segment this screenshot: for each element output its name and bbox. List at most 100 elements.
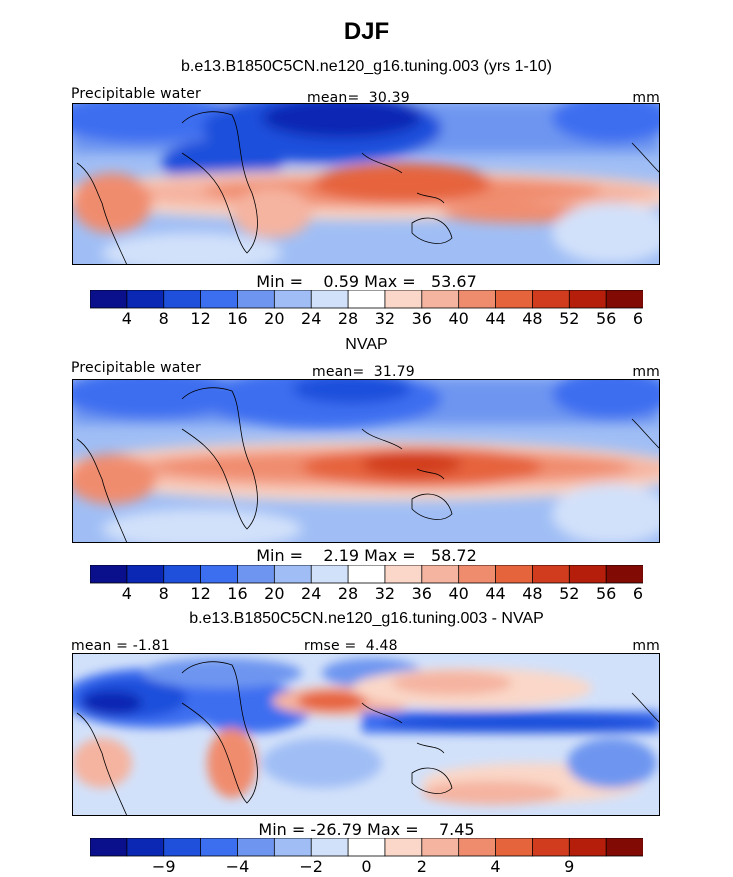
panel3-rmse-label: rmse = — [304, 638, 357, 654]
colorbar1-tick-label: 16 — [227, 309, 247, 328]
colorbar1-tick-label: 32 — [375, 309, 395, 328]
panel1-map — [72, 103, 660, 265]
colorbar1-tick-label: 20 — [264, 309, 284, 328]
panel1-mean-label: mean= — [307, 90, 360, 106]
colorbar3-swatch — [90, 838, 128, 857]
panel2-units: mm — [632, 364, 660, 380]
colorbar2-tick-label: 12 — [190, 584, 210, 603]
colorbar1-swatch — [458, 290, 497, 309]
colorbar3-swatch — [200, 838, 239, 857]
colorbar3-swatch — [421, 838, 460, 857]
colorbar1-swatch — [273, 290, 312, 309]
colorbar1-tick-label: 44 — [485, 309, 505, 328]
panel2-map — [72, 379, 660, 543]
panel1-coast-east — [631, 142, 660, 174]
panel2-colorbar: 4812162024283236404448525660 — [90, 565, 643, 603]
panel2-max-label: Max = — [364, 546, 416, 565]
panel3-mean-value: -1.81 — [132, 638, 170, 654]
colorbar2-swatch — [458, 565, 497, 584]
colorbar2-swatch — [237, 565, 276, 584]
colorbar3-swatch — [310, 838, 349, 857]
colorbar2-swatch — [126, 565, 165, 584]
colorbar1-tick-label: 8 — [159, 309, 169, 328]
colorbar2-swatch — [495, 565, 534, 584]
colorbar3-tick-label: −9 — [152, 857, 176, 876]
colorbar1-swatch — [605, 290, 643, 309]
panel3-minmax: Min = -26.79 Max = 7.45 — [0, 820, 733, 839]
panel1-max-value: 53.67 — [430, 272, 477, 291]
panel2-variable-label: Precipitable water — [71, 360, 202, 376]
panel3-coast-americas — [76, 712, 128, 816]
colorbar1-tick-label: 4 — [122, 309, 132, 328]
panel1-variable-label: Precipitable water — [71, 86, 202, 102]
colorbar3-tick-label: 9 — [564, 857, 574, 876]
colorbar2-swatch — [568, 565, 607, 584]
colorbar3-swatch — [458, 838, 497, 857]
colorbar1-swatch — [531, 290, 570, 309]
colorbar1-swatch — [421, 290, 460, 309]
panel2-coast-asia-australia — [361, 428, 453, 520]
colorbar2-swatch — [200, 565, 239, 584]
colorbar1-tick-label: 56 — [596, 309, 616, 328]
panel1-min-label: Min = — [256, 272, 304, 291]
colorbar2-swatch — [90, 565, 128, 584]
colorbar2-swatch — [163, 565, 202, 584]
colorbar1-swatch — [310, 290, 349, 309]
colorbar3-swatch — [126, 838, 165, 857]
colorbar2-tick-label: 16 — [227, 584, 247, 603]
panel3-max-label: Max = — [367, 820, 419, 839]
colorbar2-swatch — [384, 565, 423, 584]
colorbar3-tick-label: −2 — [299, 857, 323, 876]
colorbar2-tick-label: 20 — [264, 584, 284, 603]
panel2-max-value: 58.72 — [430, 546, 477, 565]
colorbar1-swatch — [237, 290, 276, 309]
colorbar2-tick-label: 40 — [448, 584, 468, 603]
colorbar1-swatch — [495, 290, 534, 309]
colorbar2-swatch — [347, 565, 386, 584]
colorbar2-tick-label: 8 — [159, 584, 169, 603]
colorbar2-tick-label: 44 — [485, 584, 505, 603]
colorbar2-swatch — [531, 565, 570, 584]
colorbar1-tick-label: 48 — [522, 309, 542, 328]
colorbar3-swatch — [495, 838, 534, 857]
colorbar1-swatch — [347, 290, 386, 309]
colorbar3-swatch — [347, 838, 386, 857]
colorbar3-swatch — [568, 838, 607, 857]
colorbar2-swatch — [421, 565, 460, 584]
colorbar1-tick-label: 52 — [559, 309, 579, 328]
colorbar2-tick-label: 60 — [633, 584, 643, 603]
colorbar1-tick-label: 60 — [633, 309, 643, 328]
panel2-coast-americas — [76, 438, 128, 543]
colorbar3-tick-label: 2 — [417, 857, 427, 876]
panel2-min-value: 2.19 — [323, 546, 360, 565]
panel2-coast-east — [631, 418, 660, 450]
colorbar3-swatch — [384, 838, 423, 857]
colorbar2-swatch — [310, 565, 349, 584]
colorbar2-tick-label: 4 — [122, 584, 132, 603]
panel1-mean-value: 30.39 — [368, 90, 410, 106]
colorbar2-tick-label: 28 — [338, 584, 358, 603]
panel1-coast-africa — [181, 111, 258, 254]
colorbar3-tick-label: −4 — [226, 857, 250, 876]
colorbar1-swatch — [126, 290, 165, 309]
colorbar3-swatch — [237, 838, 276, 857]
figure-title: DJF — [343, 18, 390, 45]
panel1-units: mm — [632, 90, 660, 106]
panel3-rmse: rmse = 4.48 — [304, 638, 398, 654]
colorbar1-tick-label: 40 — [448, 309, 468, 328]
panel1-minmax: Min = 0.59 Max = 53.67 — [0, 272, 733, 291]
panel3-min-label: Min = — [258, 820, 306, 839]
colorbar2-tick-label: 56 — [596, 584, 616, 603]
colorbar3-tick-label: 4 — [490, 857, 500, 876]
panel3-max-value: 7.45 — [438, 820, 475, 839]
colorbar1-swatch — [90, 290, 128, 309]
panel1-mean: mean= 30.39 — [307, 90, 410, 106]
colorbar2-swatch — [605, 565, 643, 584]
colorbar3-swatch — [531, 838, 570, 857]
panel3-coast-asia-australia — [361, 702, 453, 794]
panel2-coast-africa — [181, 387, 258, 530]
panel3-coast-east — [631, 692, 660, 724]
colorbar2-tick-label: 24 — [301, 584, 321, 603]
panel3-title: b.e13.B1850C5CN.ne120_g16.tuning.003 - N… — [189, 610, 544, 627]
panel1-min-value: 0.59 — [323, 272, 360, 291]
